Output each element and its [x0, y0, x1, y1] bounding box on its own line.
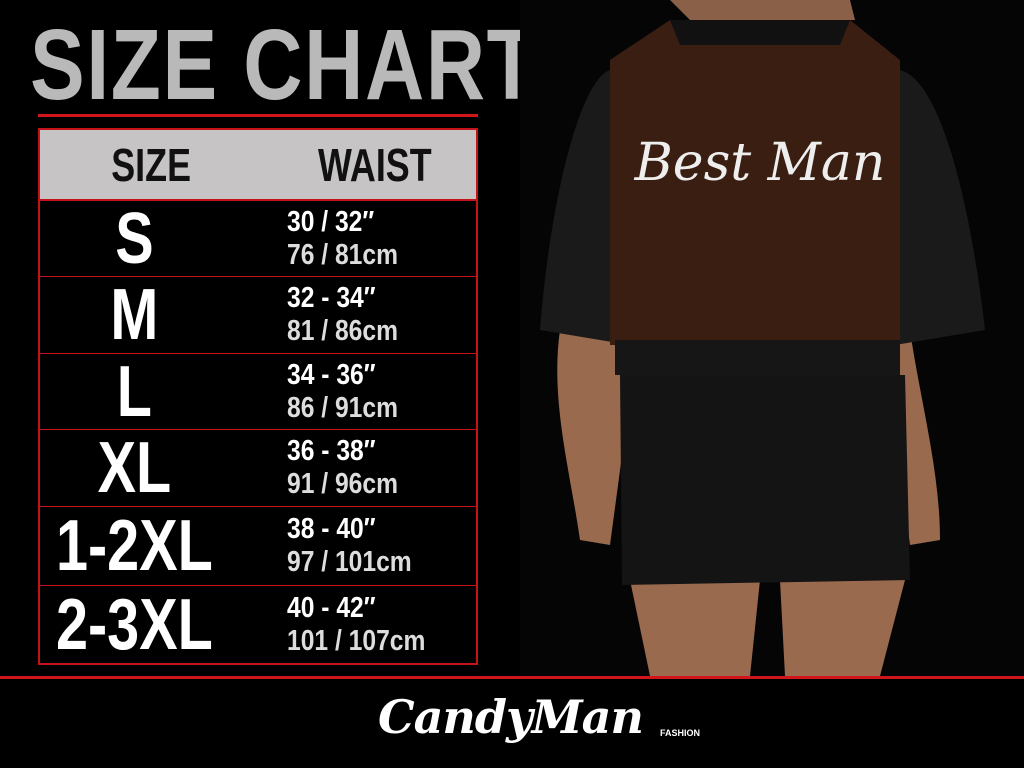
waist-value: 34 - 36″ 86 / 91cm	[287, 359, 398, 425]
table-row: 2-3XL 40 - 42″ 101 / 107cm	[40, 586, 476, 663]
waist-value: 40 - 42″ 101 / 107cm	[287, 592, 425, 658]
size-label: 1-2XL	[55, 506, 213, 586]
waist-cm: 91 / 96cm	[287, 468, 399, 500]
waist-inches: 36 - 38″	[287, 435, 376, 467]
waist-cm: 97 / 101cm	[287, 546, 412, 578]
waist-cm: 81 / 86cm	[287, 315, 399, 347]
waist-value: 32 - 34″ 81 / 86cm	[287, 282, 398, 348]
size-label: S	[115, 198, 154, 279]
table-row: XL 36 - 38″ 91 / 96cm	[40, 430, 476, 507]
waist-inches: 34 - 36″	[287, 358, 376, 391]
table-body: S 30 / 32″ 76 / 81cm M 32 - 34″ 81 / 86cm L …	[40, 201, 476, 663]
waist-cm: 76 / 81cm	[287, 238, 399, 271]
waist-value: 36 - 38″ 91 / 96cm	[287, 435, 398, 501]
page-title: SIZE CHART	[30, 9, 539, 121]
print-text: Best Man	[634, 133, 886, 193]
waist-value: 30 / 32″ 76 / 81cm	[287, 206, 398, 272]
waist-inches: 40 - 42″	[287, 591, 376, 624]
size-label: L	[116, 351, 152, 432]
title-divider	[38, 114, 478, 117]
header-waist: WAIST	[318, 138, 432, 191]
table-row: L 34 - 36″ 86 / 91cm	[40, 354, 476, 430]
waist-cm: 86 / 91cm	[287, 391, 399, 424]
size-label: XL	[97, 428, 172, 508]
size-label: M	[110, 275, 159, 355]
table-row: 1-2XL 38 - 40″ 97 / 101cm	[40, 507, 476, 586]
waist-cm: 101 / 107cm	[287, 624, 426, 657]
product-photo: Best Man	[520, 0, 1024, 676]
waist-inches: 32 - 34″	[287, 282, 376, 314]
header-size: SIZE	[111, 138, 192, 191]
table-row: M 32 - 34″ 81 / 86cm	[40, 277, 476, 354]
brand-sub: FASHION	[660, 728, 701, 738]
table-row: S 30 / 32″ 76 / 81cm	[40, 201, 476, 277]
brand-logo: CandyMan	[378, 690, 644, 744]
waist-inches: 30 / 32″	[287, 205, 375, 238]
size-table: SIZE WAIST S 30 / 32″ 76 / 81cm M 32 - 34″…	[38, 128, 478, 665]
footer-divider	[0, 676, 1024, 679]
table-header: SIZE WAIST	[40, 130, 476, 201]
waist-inches: 38 - 40″	[287, 513, 376, 545]
waist-value: 38 - 40″ 97 / 101cm	[287, 513, 412, 579]
size-label: 2-3XL	[55, 584, 213, 665]
